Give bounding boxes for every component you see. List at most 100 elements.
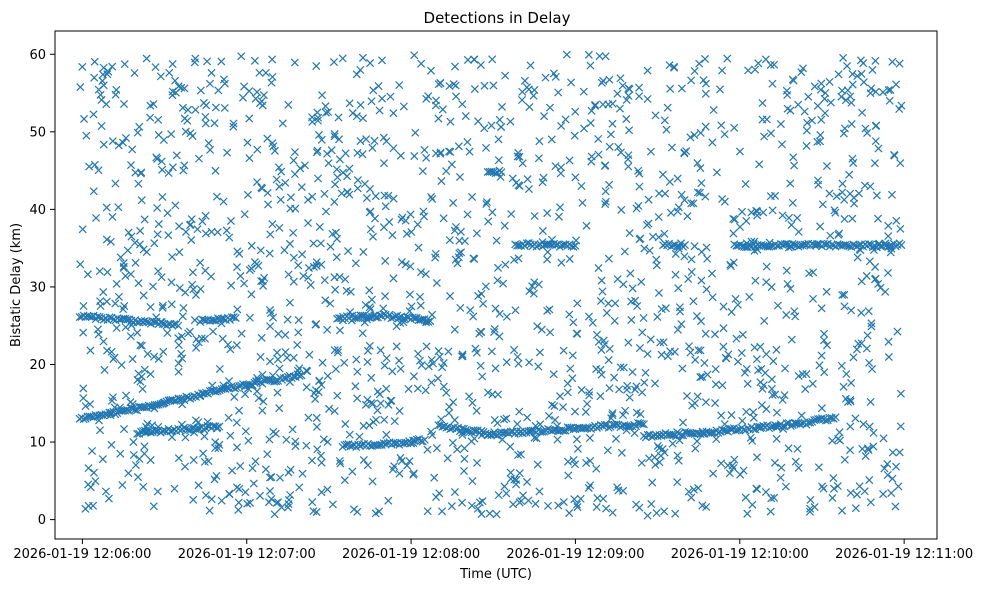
clutter-point: [331, 180, 340, 189]
clutter-point: [645, 246, 654, 255]
clutter-point: [543, 501, 553, 510]
clutter-point: [632, 204, 641, 213]
clutter-point: [856, 56, 865, 65]
clutter-point: [404, 384, 413, 394]
clutter-point: [388, 367, 397, 376]
clutter-point: [449, 398, 458, 407]
clutter-point: [293, 366, 302, 375]
clutter-point: [461, 112, 470, 121]
clutter-point: [384, 400, 393, 409]
clutter-point: [879, 434, 888, 443]
clutter-point: [699, 76, 708, 85]
clutter-point: [251, 457, 260, 466]
clutter-point: [694, 484, 703, 493]
clutter-point: [96, 90, 105, 99]
clutter-point: [96, 297, 105, 306]
clutter-point: [243, 138, 252, 147]
clutter-point: [254, 261, 263, 270]
clutter-point: [768, 390, 777, 400]
clutter-point: [380, 361, 389, 370]
clutter-point: [175, 284, 184, 293]
clutter-point: [535, 137, 544, 146]
clutter-point: [157, 273, 166, 282]
clutter-point: [825, 189, 834, 198]
clutter-point: [741, 493, 750, 502]
clutter-point: [306, 281, 315, 290]
clutter-point: [427, 192, 436, 201]
clutter-point: [871, 137, 880, 146]
clutter-point: [154, 115, 163, 124]
clutter-point: [869, 428, 878, 437]
clutter-point: [756, 342, 765, 351]
clutter-point: [515, 407, 524, 416]
track-point: [295, 371, 304, 380]
clutter-point: [269, 427, 278, 436]
clutter-point: [545, 103, 555, 112]
clutter-point: [180, 84, 189, 93]
clutter-point: [719, 324, 728, 333]
clutter-point: [554, 212, 563, 221]
clutter-point: [717, 121, 726, 130]
clutter-point: [140, 365, 149, 374]
clutter-point: [758, 99, 767, 108]
clutter-point: [289, 156, 298, 165]
clutter-point: [175, 248, 184, 257]
clutter-point: [313, 445, 322, 454]
clutter-point: [303, 195, 313, 204]
clutter-point: [719, 302, 728, 311]
clutter-point: [415, 356, 425, 365]
clutter-point: [599, 336, 608, 345]
clutter-point: [794, 227, 803, 236]
clutter-point: [247, 290, 256, 299]
clutter-point: [594, 150, 603, 159]
clutter-point: [284, 270, 293, 279]
clutter-point: [227, 281, 236, 290]
clutter-point: [304, 273, 313, 282]
clutter-point: [158, 165, 167, 174]
clutter-point: [119, 262, 128, 271]
clutter-point: [376, 399, 385, 408]
track-point: [786, 421, 795, 430]
clutter-point: [601, 504, 611, 513]
clutter-point: [677, 84, 686, 93]
clutter-point: [736, 222, 745, 231]
clutter-point: [598, 100, 608, 109]
clutter-point: [99, 288, 108, 297]
clutter-point: [223, 148, 232, 157]
clutter-point: [815, 361, 824, 370]
clutter-point: [568, 374, 577, 383]
clutter-point: [265, 435, 274, 444]
track-point: [215, 422, 224, 431]
clutter-point: [687, 76, 696, 85]
clutter-point: [525, 102, 534, 112]
clutter-point: [572, 435, 581, 444]
clutter-point: [866, 498, 875, 507]
clutter-point: [439, 382, 448, 391]
clutter-point: [431, 149, 441, 158]
clutter-point: [126, 161, 136, 170]
clutter-point: [463, 210, 472, 219]
clutter-point: [138, 384, 147, 393]
clutter-point: [435, 489, 444, 498]
clutter-point: [399, 102, 408, 111]
clutter-point: [233, 247, 242, 256]
clutter-point: [538, 226, 547, 235]
clutter-point: [135, 122, 144, 131]
clutter-point: [332, 165, 341, 174]
clutter-point: [409, 372, 418, 381]
clutter-point: [146, 113, 155, 122]
clutter-point: [358, 150, 367, 159]
clutter-point: [285, 239, 294, 248]
clutter-point: [563, 388, 572, 397]
clutter-point: [592, 464, 601, 473]
clutter-point: [701, 329, 710, 338]
clutter-point: [326, 299, 335, 308]
x-axis: 2026-01-19 12:06:00 2026-01-19 12:07:00 20…: [13, 539, 973, 562]
clutter-point: [658, 170, 667, 179]
clutter-point: [541, 73, 550, 82]
clutter-point: [768, 79, 777, 88]
track-point: [897, 241, 906, 250]
clutter-point: [864, 307, 873, 316]
clutter-point: [232, 483, 242, 492]
clutter-point: [225, 489, 234, 498]
